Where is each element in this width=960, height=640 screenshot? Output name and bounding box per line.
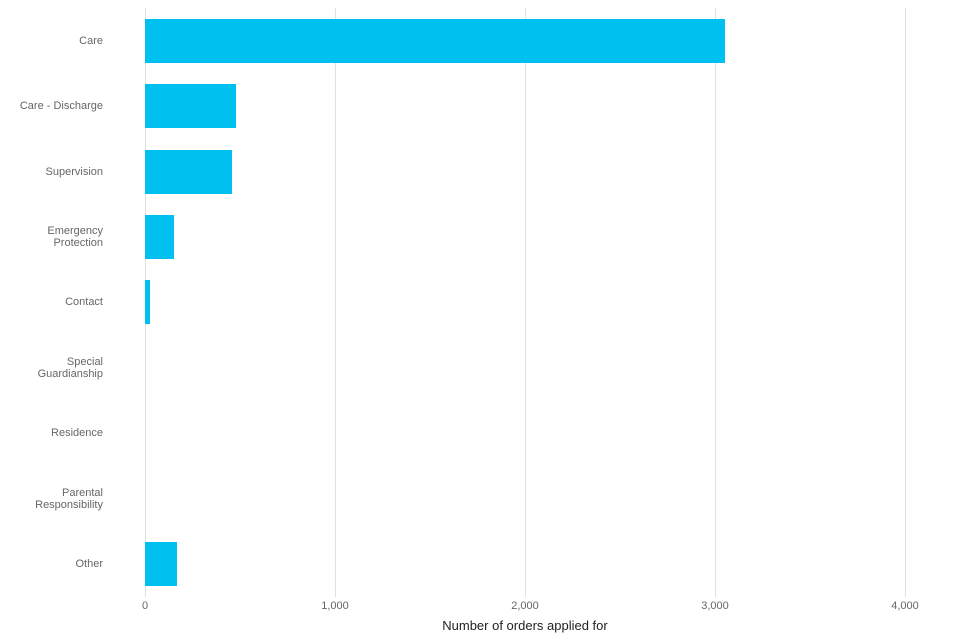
- bar-row: Contact: [0, 270, 960, 335]
- category-label: Parental Responsibility: [35, 486, 103, 511]
- gridline: [335, 8, 336, 597]
- bar-row: Residence: [0, 401, 960, 466]
- bar-track: [145, 215, 905, 260]
- gridline: [905, 8, 906, 597]
- x-tick-label: 2,000: [511, 600, 539, 612]
- bar: [145, 84, 237, 129]
- category-label: Care - Discharge: [19, 100, 103, 113]
- category-label: Residence: [51, 427, 103, 440]
- category-label: Care: [79, 34, 103, 47]
- category-label: Emergency Protection: [47, 224, 103, 250]
- x-tick-label: 0: [141, 600, 149, 612]
- bar-track: [145, 542, 905, 587]
- bar-track: [145, 18, 905, 63]
- rows: Care Care - Discharge Supervision Emergency…: [0, 8, 960, 597]
- bar-row: Care - Discharge: [0, 73, 960, 138]
- x-axis-title: Number of orders applied for: [442, 618, 608, 633]
- category-label: Other: [75, 558, 103, 571]
- bar-row: Care: [0, 8, 960, 73]
- bar: [145, 280, 150, 325]
- plot-area: Care Care - Discharge Supervision Emergency…: [0, 8, 960, 597]
- bar-track: [145, 149, 905, 194]
- bar-row: Parental Responsibility: [0, 466, 960, 531]
- bar-row: Other: [0, 532, 960, 597]
- bar: [145, 18, 725, 63]
- bar: [145, 215, 174, 260]
- bar-track: [145, 280, 905, 325]
- x-tick-label: 3,000: [701, 600, 729, 612]
- bar-track: [145, 84, 905, 129]
- category-label: Special Guardianship: [37, 355, 103, 380]
- bar: [145, 542, 178, 587]
- bar-track: [145, 411, 905, 455]
- category-label: Contact: [65, 296, 103, 309]
- bar: [145, 149, 233, 194]
- x-tick-label: 4,000: [891, 600, 919, 612]
- bar-track: [145, 477, 905, 521]
- category-label: Supervision: [45, 165, 103, 178]
- bar-row: Emergency Protection: [0, 204, 960, 269]
- gridline: [715, 8, 716, 597]
- gridline: [525, 8, 526, 597]
- bar-row: Special Guardianship: [0, 335, 960, 400]
- bar-track: [145, 346, 905, 390]
- bar-row: Supervision: [0, 139, 960, 204]
- x-tick-label: 1,000: [321, 600, 349, 612]
- x-axis-ticks: 0 1,000 2,000 3,000 4,000: [141, 600, 919, 616]
